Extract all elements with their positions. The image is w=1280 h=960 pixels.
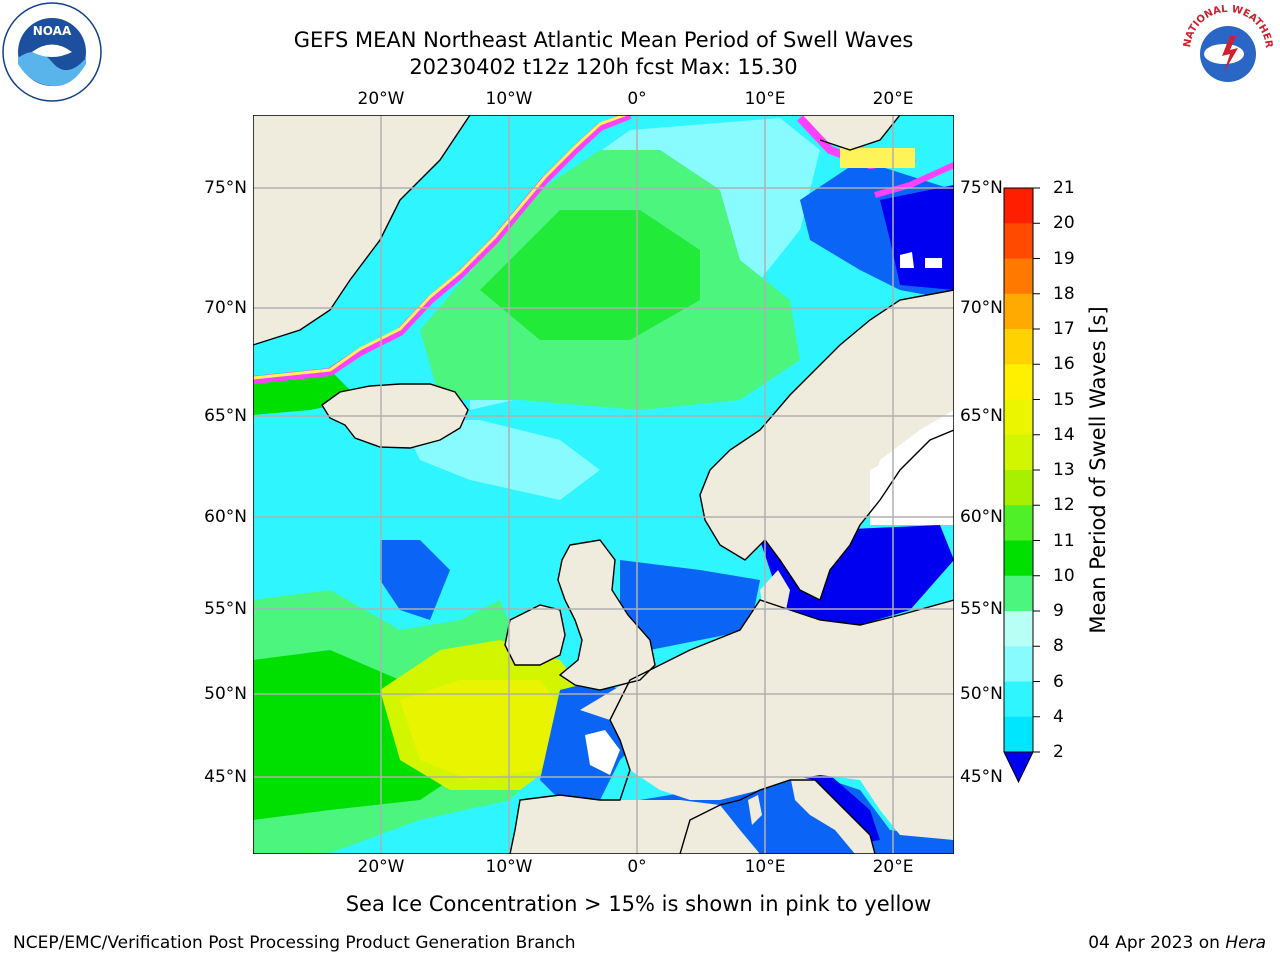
colorbar-tick-label: 2	[1053, 742, 1064, 762]
colorbar-band	[1004, 258, 1033, 295]
sea-ice-edge	[253, 115, 632, 384]
colorbar-tick-label: 20	[1053, 213, 1075, 234]
lon-label-top: 10°E	[744, 89, 786, 109]
lon-label-bottom: 0°	[627, 857, 647, 877]
no-data-bothnia	[870, 455, 954, 525]
lon-label-bottom: 10°W	[485, 857, 533, 877]
swell-period-map	[253, 115, 954, 854]
lat-label-left: 70°N	[204, 298, 247, 318]
coastline-scandinavia	[699, 289, 954, 601]
colorbar-tick-label: 15	[1053, 389, 1075, 410]
lat-label-right: 75°N	[960, 178, 1003, 198]
field-yellow-biscay	[400, 680, 570, 780]
colorbar-band	[1004, 293, 1033, 330]
lon-label-bottom: 10°E	[744, 857, 786, 877]
colorbar-tick-label: 17	[1053, 319, 1075, 339]
lat-label-left: 75°N	[204, 178, 247, 198]
land-corsica	[748, 795, 762, 825]
field-light-cyan-mid	[400, 420, 600, 500]
colorbar-tick-label: 16	[1053, 354, 1075, 375]
colorbar-tick-label: 18	[1053, 283, 1075, 304]
land-greenland	[253, 115, 470, 345]
colorbar-band	[1004, 611, 1033, 647]
land-ireland	[505, 605, 565, 665]
sea-ice-barents	[874, 162, 954, 198]
coastline-europe	[509, 599, 954, 854]
coastline-svalbard	[819, 115, 901, 151]
colorbar-band	[1004, 364, 1033, 400]
land-italy	[790, 775, 875, 854]
coastline-mediterranean	[679, 779, 876, 854]
lon-label-top: 10°W	[485, 89, 533, 109]
no-data-barents-spots	[900, 252, 942, 268]
field-blue-north-sea	[620, 560, 760, 650]
colorbar-band	[1004, 575, 1033, 612]
land-scandinavia	[700, 290, 954, 600]
sea-ice-note: Sea Ice Concentration > 15% is shown in …	[345, 892, 932, 916]
lat-label-left: 55°N	[204, 599, 247, 619]
lon-label-top: 20°W	[357, 89, 405, 109]
colorbar-tick-label: 21	[1053, 178, 1075, 198]
colorbar-tick-label: 6	[1053, 671, 1064, 692]
colorbar-band	[1004, 470, 1033, 506]
no-data-biscay-coast	[585, 730, 620, 775]
colorbar-tick-label: 13	[1053, 460, 1075, 480]
lat-label-left: 50°N	[204, 684, 247, 704]
colorbar-tick-label: 9	[1053, 601, 1064, 621]
lat-label-right: 55°N	[960, 599, 1003, 619]
field-blue-rockall	[380, 540, 450, 620]
lat-label-left: 45°N	[204, 767, 247, 787]
colorbar-label: Mean Period of Swell Waves [s]	[1086, 306, 1110, 634]
coastline-great-britain	[557, 539, 656, 691]
run-date: 04 Apr 2023 on Hera	[1088, 933, 1266, 953]
lon-label-top: 20°E	[872, 89, 914, 109]
colorbar-band	[1004, 505, 1033, 541]
colorbar-tick-label: 8	[1053, 636, 1064, 657]
lat-label-right: 70°N	[960, 298, 1003, 318]
colorbar-band	[1004, 434, 1033, 471]
colorbar-extend-arrow	[1003, 751, 1034, 784]
lon-label-bottom: 20°W	[357, 857, 405, 877]
chart-title: GEFS MEAN Northeast Atlantic Mean Period…	[293, 28, 914, 52]
run-date-text: 04 Apr 2023 on	[1088, 933, 1220, 953]
land-continental-europe	[580, 600, 954, 840]
chart-subtitle: 20230402 t12z 120h fcst Max: 15.30	[409, 55, 798, 79]
nws-logo: NATIONAL WEATHER SERVICE	[1180, 2, 1274, 96]
colorbar-tick-label: 10	[1053, 565, 1075, 586]
colorbar-tick-label: 19	[1053, 248, 1075, 269]
colorbar-tick-label: 14	[1053, 424, 1075, 445]
colorbar-band	[1004, 399, 1033, 436]
host-name: Hera	[1225, 933, 1266, 953]
land-iberia	[510, 795, 760, 854]
colorbar-band	[1004, 716, 1033, 753]
colorbar-band	[1004, 681, 1033, 718]
lon-label-bottom: 20°E	[872, 857, 914, 877]
noaa-logo-text: NOAA	[33, 24, 72, 38]
lat-label-right: 60°N	[960, 507, 1003, 527]
credit-text: NCEP/EMC/Verification Post Processing Pr…	[13, 933, 576, 953]
lat-label-right: 50°N	[960, 684, 1003, 704]
noaa-logo: NOAA	[2, 2, 102, 102]
colorbar-band	[1004, 188, 1033, 224]
sea-ice-edge-inner	[253, 115, 629, 380]
coastline-iceland	[321, 383, 469, 449]
land-great-britain	[558, 540, 655, 690]
colorbar-tick-label: 4	[1053, 706, 1064, 727]
colorbar-tick-label: 11	[1053, 530, 1075, 551]
colorbar-tick-label: 12	[1053, 495, 1075, 516]
colorbar-band	[1004, 223, 1033, 259]
lat-label-right: 45°N	[960, 767, 1003, 787]
coastline-greenland	[253, 115, 471, 346]
colorbar-band	[1004, 540, 1033, 577]
lat-label-left: 65°N	[204, 406, 247, 426]
sea-ice-yellow-patch	[840, 148, 915, 168]
lon-label-top: 0°	[627, 89, 647, 109]
lat-label-left: 60°N	[204, 507, 247, 527]
colorbar-band	[1004, 329, 1033, 365]
colorbar	[1003, 187, 1040, 784]
colorbar-band	[1004, 646, 1033, 682]
lat-label-right: 65°N	[960, 406, 1003, 426]
